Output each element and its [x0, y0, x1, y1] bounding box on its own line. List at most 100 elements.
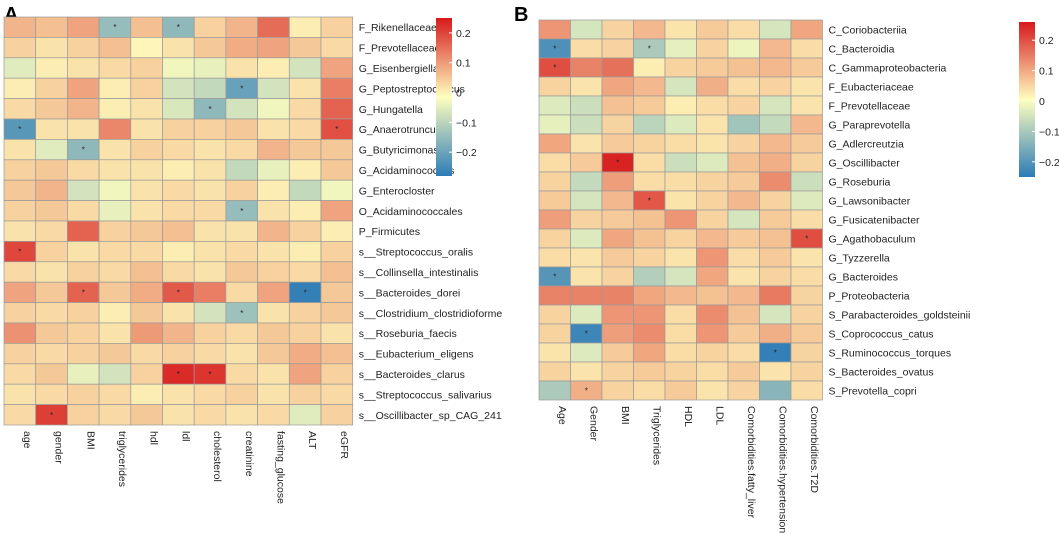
cell-b-7-3 [633, 152, 666, 173]
cell-a-14-8 [257, 302, 290, 324]
cell-a-16-5 [162, 343, 195, 365]
cell-b-2-2 [601, 57, 634, 78]
column-label: Comorbidities.fatty_liver [745, 406, 757, 519]
cell-b-17-2 [601, 342, 634, 363]
cell-b-0-8 [790, 19, 823, 40]
cell-b-7-6 [727, 152, 760, 173]
cell-b-17-5 [696, 342, 729, 363]
cell-a-16-3 [98, 343, 132, 365]
cell-a-10-3 [98, 220, 132, 242]
cell-b-18-8 [790, 361, 823, 382]
cell-a-9-5 [162, 200, 195, 222]
cell-a-1-8 [257, 37, 290, 59]
colorbar-tick-label: −0.1 [1039, 126, 1059, 138]
legend-a: 0.2 0.1 0 −0.1 −0.2 [436, 18, 477, 176]
cell-a-7-4 [130, 159, 163, 181]
cell-a-1-1 [35, 37, 68, 59]
row-label: G_Roseburia [829, 177, 891, 189]
cell-a-17-9 [288, 363, 322, 385]
cell-b-12-3 [633, 247, 666, 268]
cell-b-6-3 [633, 133, 666, 154]
cell-a-1-5 [162, 37, 195, 59]
cell-a-7-10 [320, 159, 354, 181]
cell-b-9-8 [790, 190, 823, 211]
cell-b-10-8 [790, 209, 823, 230]
cell-b-18-0 [538, 361, 571, 382]
cell-b-17-8 [790, 342, 823, 363]
cell-b-18-6 [727, 361, 760, 382]
colorbar-tick-label: 0.1 [456, 58, 471, 70]
cell-a-11-3 [98, 241, 132, 263]
row-label: S_Bacteroides_ovatus [829, 367, 934, 379]
cell-a-16-1 [35, 343, 68, 365]
cell-b-2-1 [570, 57, 603, 78]
cell-b-0-2 [601, 19, 634, 40]
cell-a-13-1 [35, 281, 68, 303]
cell-a-16-2 [67, 343, 100, 365]
cell-b-10-4 [664, 209, 697, 230]
row-label: S_Coprococcus_catus [829, 329, 934, 341]
column-label: Triglycerides [650, 406, 662, 465]
column-label: creatinine [243, 431, 255, 477]
cell-b-15-8 [790, 304, 823, 325]
significance-mark: * [82, 288, 85, 297]
cell-b-15-1 [570, 304, 603, 325]
cell-b-14-5 [696, 285, 729, 306]
cell-a-10-10 [320, 220, 354, 242]
cell-b-13-1 [570, 266, 603, 287]
cell-a-5-9 [288, 118, 322, 140]
cell-b-1-8 [790, 38, 823, 59]
cell-b-1-4 [664, 38, 697, 59]
cell-a-2-0 [3, 57, 37, 79]
cell-b-15-5 [696, 304, 729, 325]
cell-b-12-7 [759, 247, 792, 268]
cell-b-6-0 [538, 133, 571, 154]
cell-a-6-6 [193, 139, 227, 161]
row-label: G_Eisenbergiella [359, 63, 439, 75]
cell-b-3-0 [538, 76, 571, 97]
cell-a-2-10 [320, 57, 354, 79]
cell-a-6-1 [35, 139, 68, 161]
cell-a-19-9 [288, 404, 322, 426]
cell-b-11-1 [570, 228, 603, 249]
cell-a-14-2 [67, 302, 100, 324]
cell-a-14-1 [35, 302, 68, 324]
cell-b-3-8 [790, 76, 823, 97]
cell-b-6-4 [664, 133, 697, 154]
colorbar-tick-label: −0.1 [456, 117, 477, 129]
cell-b-0-4 [664, 19, 697, 40]
column-label: ldl [179, 431, 191, 442]
significance-mark: * [553, 64, 556, 73]
significance-mark: * [18, 248, 21, 257]
cell-b-0-0 [538, 19, 571, 40]
cell-a-1-4 [130, 37, 163, 59]
cell-a-12-6 [193, 261, 227, 283]
cell-a-15-8 [257, 322, 290, 344]
row-label: s__Bacteroides_clarus [359, 369, 465, 381]
cell-a-8-6 [193, 179, 227, 201]
cell-b-7-8 [790, 152, 823, 173]
cell-b-0-5 [696, 19, 729, 40]
cell-b-13-8 [790, 266, 823, 287]
cell-a-15-0 [3, 322, 37, 344]
cell-a-16-9 [288, 343, 322, 365]
cell-a-2-7 [225, 57, 258, 79]
cell-a-11-6 [193, 241, 227, 263]
cell-a-8-5 [162, 179, 195, 201]
column-label: triglycerides [116, 431, 128, 487]
cell-b-4-3 [633, 95, 666, 116]
cell-a-5-1 [35, 118, 68, 140]
cell-a-19-8 [257, 404, 290, 426]
cell-a-7-7 [225, 159, 258, 181]
cell-a-7-1 [35, 159, 68, 181]
row-label: G_Anaerotruncus [359, 124, 441, 136]
cell-b-0-1 [570, 19, 603, 40]
cell-a-17-8 [257, 363, 290, 385]
cell-a-17-0 [3, 363, 37, 385]
significance-mark: * [616, 159, 619, 168]
cell-a-16-7 [225, 343, 258, 365]
row-label: F_Prevotellaceae [359, 43, 441, 55]
cell-a-4-3 [98, 98, 132, 120]
cell-a-18-8 [257, 383, 290, 405]
cell-b-6-8 [790, 133, 823, 154]
